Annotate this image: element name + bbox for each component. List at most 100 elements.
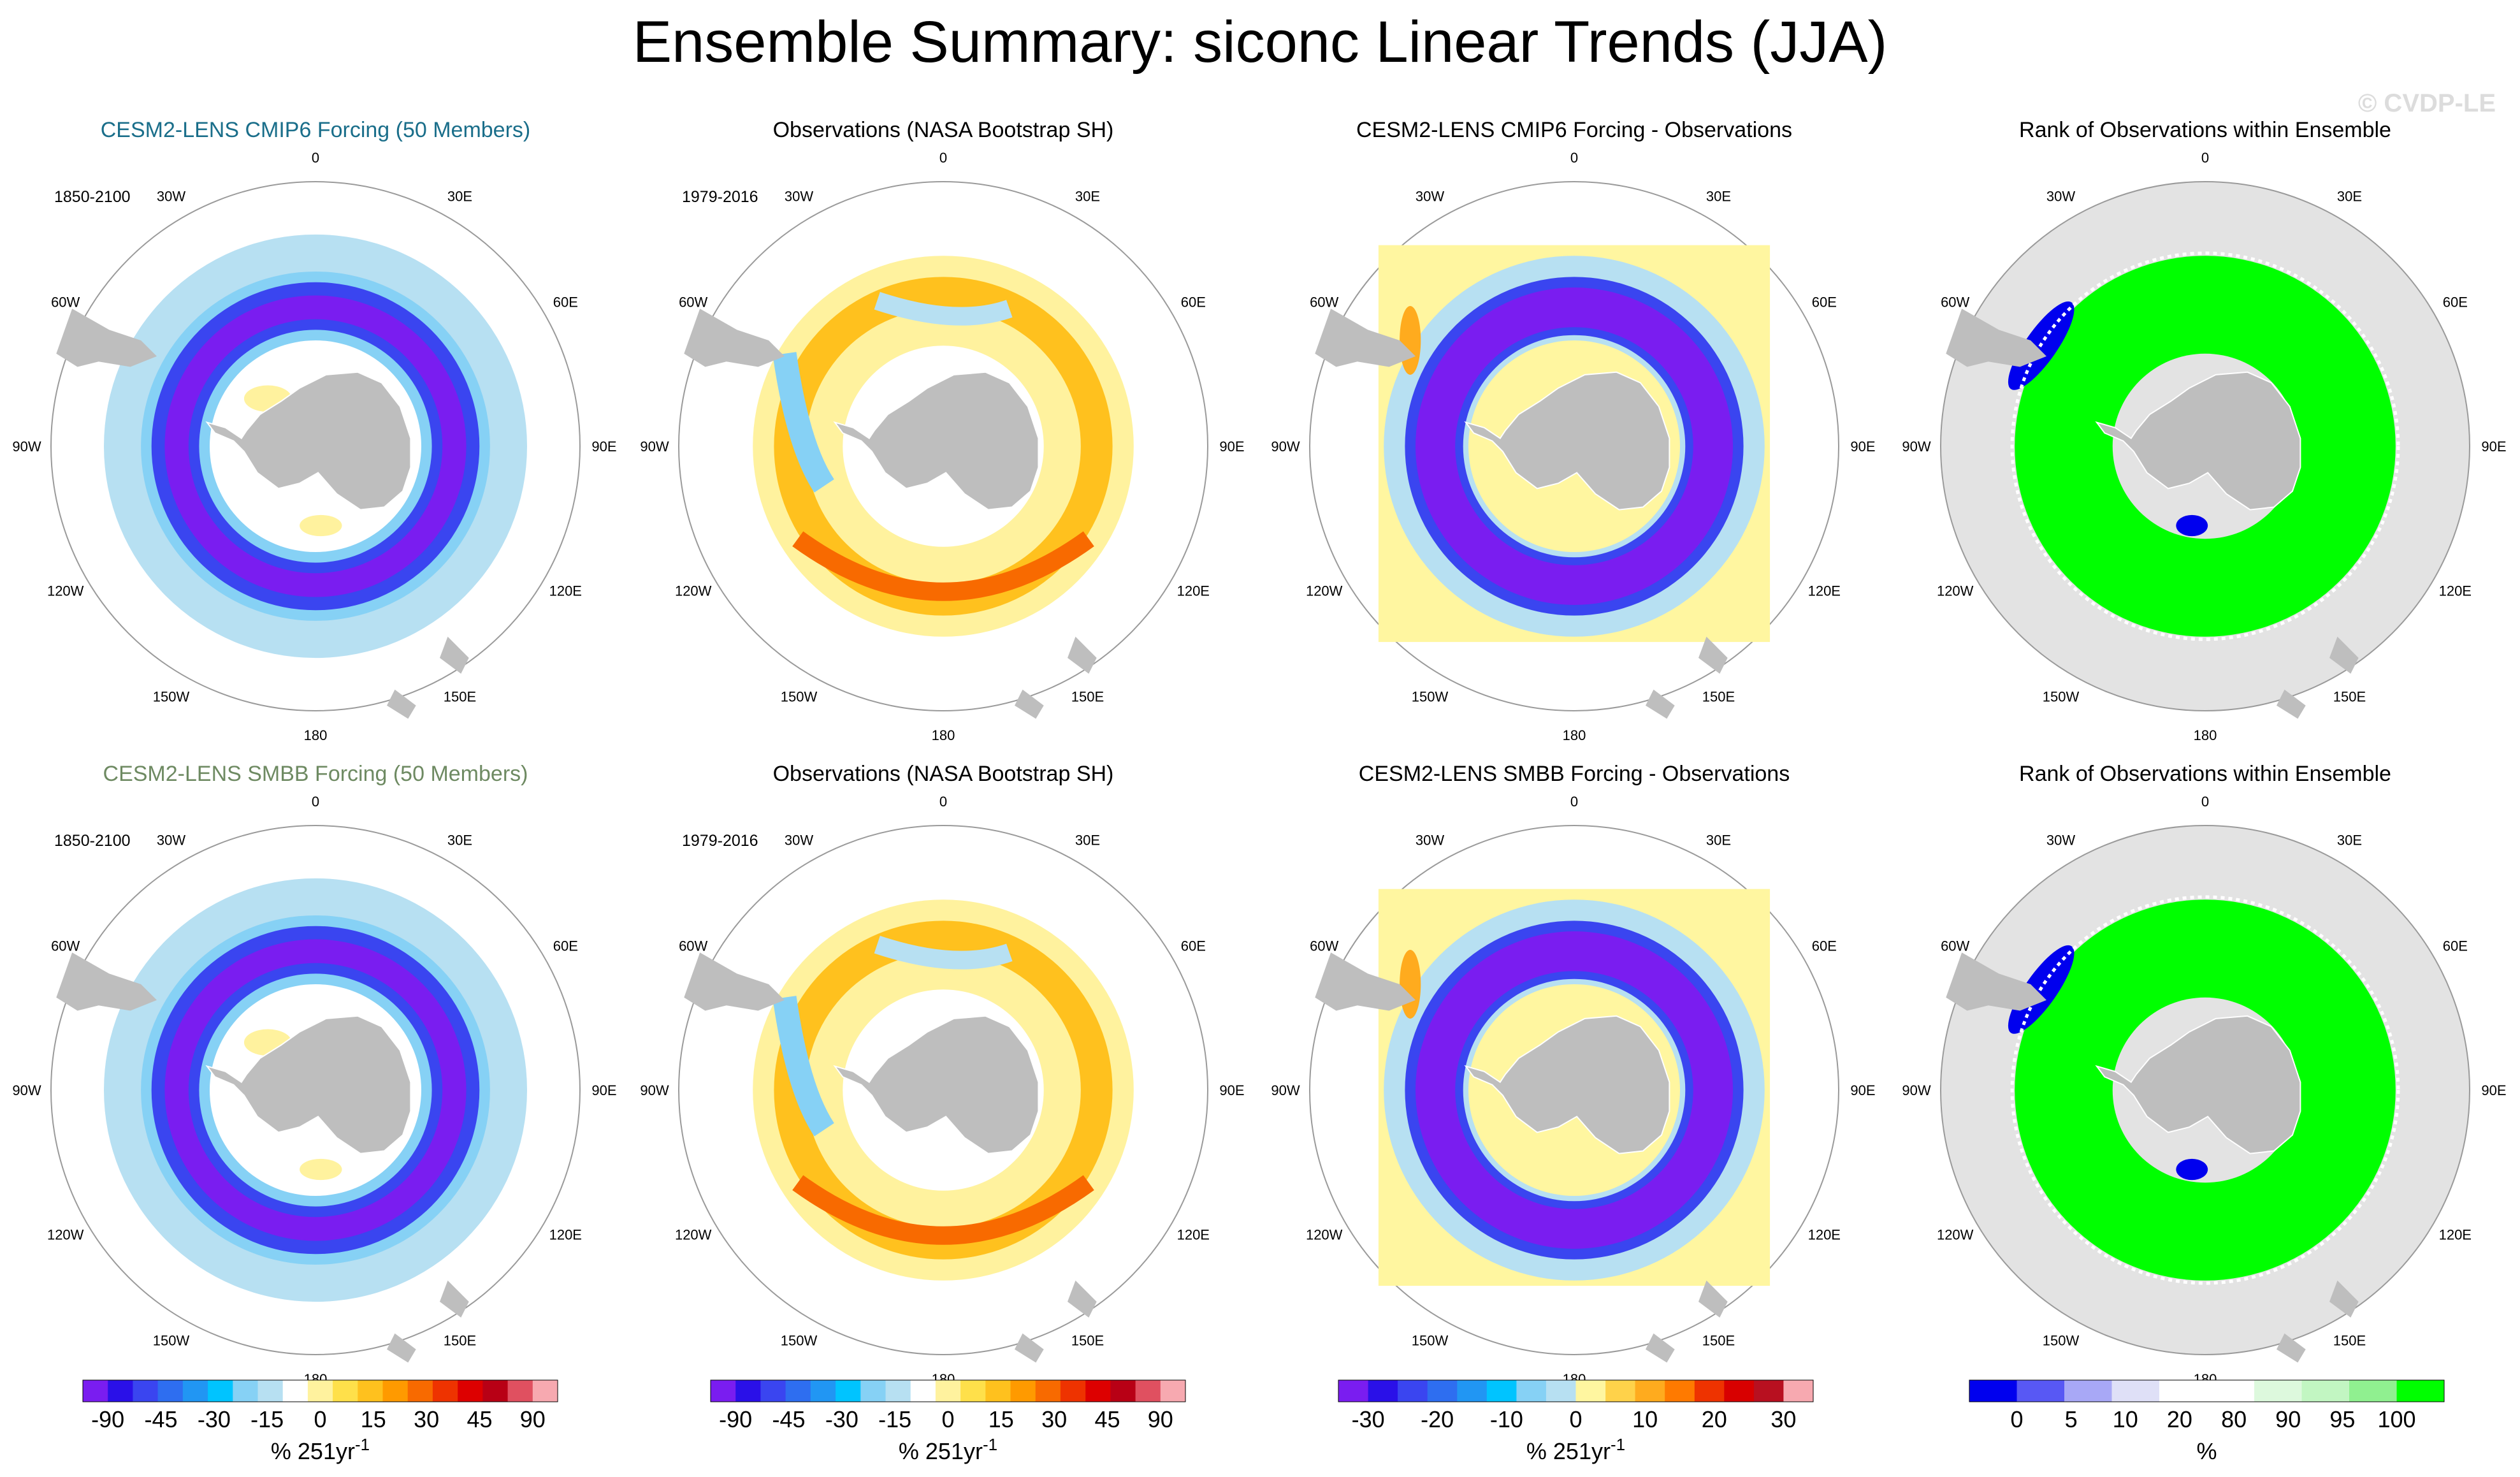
diff-positive-patch <box>1400 950 1421 1019</box>
colorbar-tick: 0 <box>941 1406 954 1432</box>
panel-title-rank-1: Rank of Observations within Ensemble <box>2019 118 2391 142</box>
colorbar-swatch <box>910 1380 936 1402</box>
colorbar-swatch <box>133 1380 159 1402</box>
longitude-label: 0 <box>312 794 319 810</box>
colorbar-tick: 10 <box>2113 1406 2138 1432</box>
colorbar-swatch <box>1546 1380 1576 1402</box>
colorbar-swatch <box>785 1380 811 1402</box>
colorbar-tick: 90 <box>1148 1406 1173 1432</box>
longitude-label: 30E <box>2337 189 2362 205</box>
longitude-label: 0 <box>312 150 319 166</box>
colorbar-swatch <box>985 1380 1011 1402</box>
colorbar-swatch <box>358 1380 383 1402</box>
colorbar-swatch <box>407 1380 433 1402</box>
colorbar-tick: -90 <box>719 1406 752 1432</box>
panel-title-rank-2: Rank of Observations within Ensemble <box>2019 762 2391 786</box>
longitude-label: 90E <box>2481 1082 2506 1098</box>
colorbar-swatch <box>233 1380 258 1402</box>
polar-map-cmip6-diff: 0 30E 60E 90E 120E 150E 180 150W 120W 90W 60W 30W <box>1271 150 1875 743</box>
longitude-label: 150E <box>444 1332 476 1348</box>
rank-high <box>2015 899 2396 1281</box>
colorbar-label: % <box>2196 1438 2217 1464</box>
colorbar-tick: 0 <box>314 1406 326 1432</box>
rank-mid-edge <box>2010 251 2400 641</box>
colorbar-swatch <box>836 1380 861 1402</box>
colorbar-swatch <box>2017 1380 2065 1402</box>
longitude-label: 150W <box>781 688 818 704</box>
period-label-smbb-ens: 1850-2100 <box>54 832 131 850</box>
colorbar-swatch <box>2396 1380 2445 1402</box>
diff-positive-patch <box>1400 306 1421 375</box>
obs-trend-negative <box>772 996 834 1137</box>
longitude-label: 30W <box>1416 189 1444 205</box>
longitude-label: 60E <box>553 938 578 954</box>
longitude-label: 90W <box>1902 1082 1930 1098</box>
colorbar-tick: 5 <box>2065 1406 2078 1432</box>
new-zealand-land <box>2277 689 2306 719</box>
colorbar-tick: 45 <box>1094 1406 1120 1432</box>
longitude-label: 150W <box>2043 1332 2080 1348</box>
south-america-land <box>684 952 785 1011</box>
new-zealand-land <box>2277 1333 2306 1363</box>
longitude-label: 90W <box>640 1082 669 1098</box>
obs-trend-weak <box>753 256 1134 637</box>
colorbar-tick: -10 <box>1490 1406 1523 1432</box>
longitude-label: 150E <box>2333 1332 2366 1348</box>
colorbar-label: % 251yr-1 <box>899 1435 997 1464</box>
longitude-label: 150E <box>2333 688 2366 704</box>
longitude-label: 30W <box>2046 833 2075 848</box>
longitude-label: 90E <box>591 439 616 455</box>
colorbar-tick: 30 <box>1041 1406 1067 1432</box>
colorbar-swatch <box>860 1380 886 1402</box>
colorbar-swatch <box>760 1380 786 1402</box>
obs-trend-negative <box>772 352 834 493</box>
colorbar-frame <box>82 1379 558 1402</box>
longitude-label: 30W <box>2046 189 2075 205</box>
new-zealand-land <box>1698 1280 1728 1318</box>
new-zealand-land <box>1068 636 1097 674</box>
longitude-label: 180 <box>304 727 328 743</box>
longitude-label: 30E <box>2337 833 2362 848</box>
period-label-cmip6-ens: 1850-2100 <box>54 188 131 206</box>
colorbar-label: % 251yr-1 <box>1526 1435 1625 1464</box>
antarctica-land <box>2095 1015 2301 1154</box>
longitude-label: 60W <box>1941 295 1969 310</box>
field-layer <box>103 234 527 658</box>
field-layer <box>753 899 1134 1281</box>
south-america-land <box>56 309 157 367</box>
colorbar-swatch <box>1605 1380 1636 1402</box>
longitude-label: 180 <box>932 727 955 743</box>
colorbar-swatch <box>1753 1380 1784 1402</box>
colorbar-swatch <box>482 1380 509 1402</box>
colorbar-swatch <box>2159 1380 2207 1402</box>
colorbar-cb-diff: -30 -20 -10 0 10 20 30 % 251yr-1 <box>1338 1379 1814 1464</box>
longitude-label: 90W <box>12 439 41 455</box>
colorbar-swatch <box>1969 1380 2017 1402</box>
longitude-label: 60W <box>679 295 707 310</box>
obs-trend-negative <box>874 291 1013 326</box>
longitude-label: 120W <box>675 1227 712 1243</box>
colorbar-tick: 90 <box>520 1406 546 1432</box>
colorbar-swatch <box>885 1380 911 1402</box>
polar-map-cmip6-ens: 0 30E 60E 90E 120E 150E 180 150W 120W 90W 60W 30W <box>12 150 616 743</box>
colorbar-swatch <box>1110 1380 1136 1402</box>
antarctica-land <box>1464 1015 1670 1154</box>
colorbar-tick: 0 <box>1569 1406 1582 1432</box>
longitude-label: 90W <box>1902 439 1930 455</box>
longitude-label: 30W <box>157 833 185 848</box>
longitude-label: 150E <box>1071 1332 1104 1348</box>
colorbar-swatch <box>83 1380 108 1402</box>
obs-trend-negative <box>874 935 1013 970</box>
colorbar-swatch <box>2349 1380 2397 1402</box>
colorbar-tick: 10 <box>1632 1406 1658 1432</box>
longitude-label: 60W <box>1941 938 1969 954</box>
longitude-label: 90W <box>12 1082 41 1098</box>
longitude-label: 0 <box>939 150 947 166</box>
longitude-label: 120E <box>1177 583 1210 599</box>
longitude-label: 120E <box>2439 1227 2472 1243</box>
colorbar-frame <box>1338 1379 1814 1402</box>
trend-positive-patch <box>300 514 342 537</box>
south-america-land <box>1315 952 1416 1011</box>
colorbar-tick: 20 <box>2167 1406 2192 1432</box>
polar-map-rank-1: 0 30E 60E 90E 120E 150E 180 150W 120W 90W 60W 30W <box>1902 150 2506 743</box>
